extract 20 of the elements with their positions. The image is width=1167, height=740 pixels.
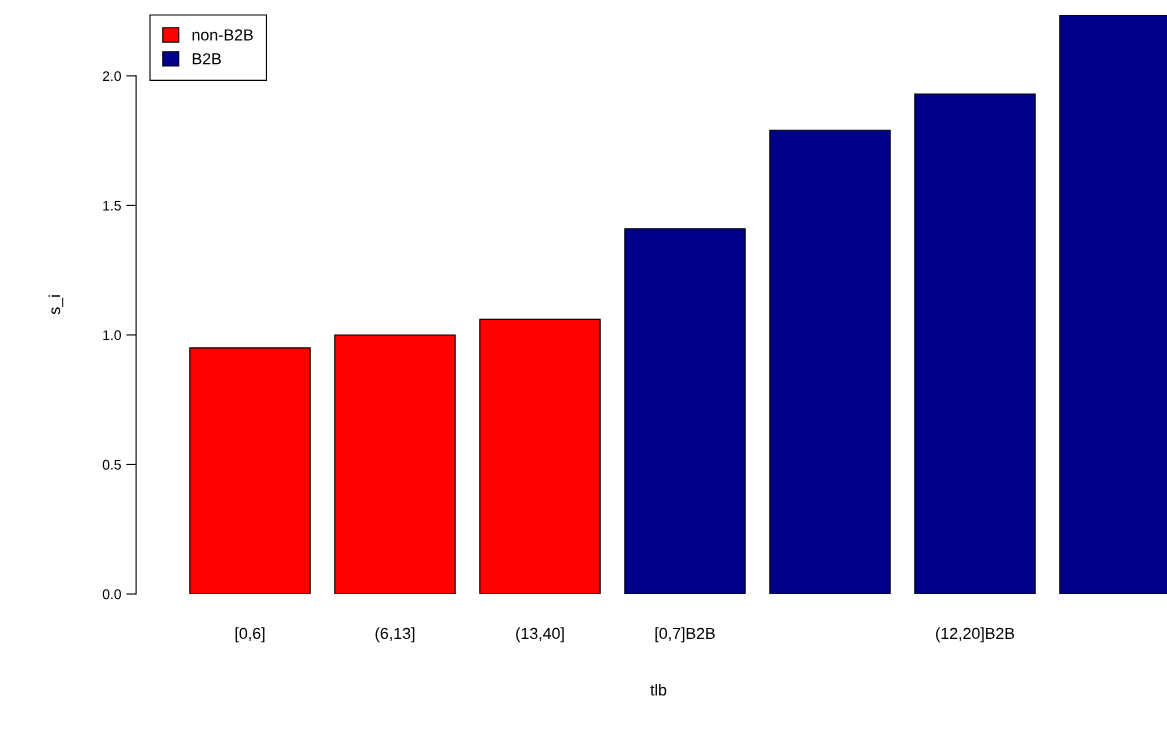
x-tick-label: [0,6] bbox=[235, 627, 265, 643]
y-tick-label: 1.0 bbox=[103, 330, 121, 341]
legend-label: B2B bbox=[192, 53, 221, 65]
y-tick-label: 0.5 bbox=[102, 459, 121, 470]
bar bbox=[914, 93, 1036, 594]
y-tick-label: 1.5 bbox=[103, 200, 121, 211]
legend-label: non-B2B bbox=[192, 29, 253, 41]
bar bbox=[479, 318, 601, 594]
bar bbox=[334, 334, 456, 594]
x-tick-label: (13,40] bbox=[516, 627, 564, 643]
x-tick-label: (12,20]B2B bbox=[936, 627, 1015, 643]
y-tick-label: 0.0 bbox=[102, 589, 121, 600]
bar bbox=[769, 129, 891, 594]
bar bbox=[189, 347, 311, 594]
y-axis-title: s_i bbox=[48, 295, 64, 315]
bar bbox=[624, 228, 746, 594]
y-tick-label: 2.0 bbox=[102, 71, 121, 82]
x-tick-label: [0,7]B2B bbox=[655, 627, 715, 643]
x-axis-title: tlb bbox=[650, 683, 667, 696]
x-tick-label: (6,13] bbox=[375, 627, 415, 643]
